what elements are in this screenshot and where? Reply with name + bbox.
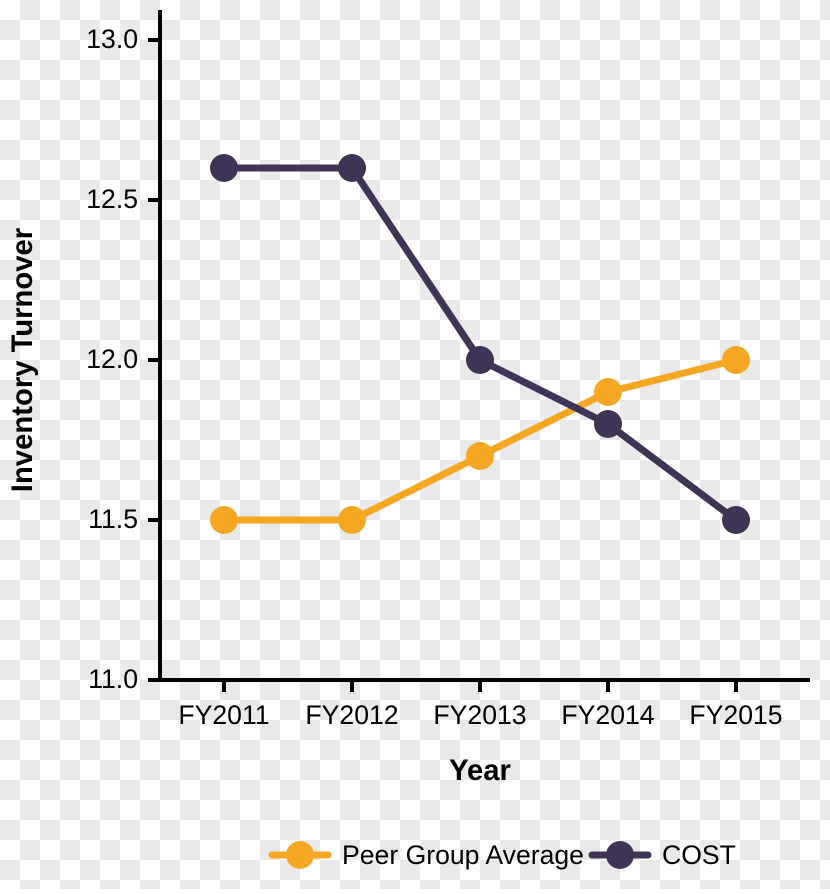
chart-svg: 11.0 11.5 12.0 12.5 13.0 FY2011 FY2012 FY2013 FY… [0, 0, 830, 889]
legend-marker-peer [286, 841, 314, 869]
y-tick-label: 12.5 [86, 184, 138, 214]
series-line-peer [224, 360, 736, 520]
x-tick-label: FY2014 [561, 700, 654, 730]
series-marker-cost [722, 506, 750, 534]
legend-marker-cost [606, 841, 634, 869]
x-tick-label: FY2012 [305, 700, 398, 730]
series-marker-cost [338, 154, 366, 182]
y-tick-label: 12.0 [86, 344, 138, 374]
y-tick-label: 13.0 [86, 24, 138, 54]
y-tick-label: 11.0 [88, 664, 138, 694]
x-tick-label: FY2015 [689, 700, 782, 730]
x-axis-title: Year [449, 755, 511, 787]
series-marker-peer [466, 442, 494, 470]
series-marker-peer [594, 378, 622, 406]
series-marker-cost [466, 346, 494, 374]
y-axis-title: Inventory Turnover [7, 228, 39, 492]
series-marker-peer [210, 506, 238, 534]
legend-label-peer: Peer Group Average [342, 840, 584, 870]
inventory-turnover-chart: 11.0 11.5 12.0 12.5 13.0 FY2011 FY2012 FY2013 FY… [0, 0, 830, 889]
x-tick-label: FY2011 [178, 700, 269, 730]
y-tick-label: 11.5 [88, 504, 138, 534]
series-marker-cost [210, 154, 238, 182]
x-tick-label: FY2013 [433, 700, 526, 730]
legend-label-cost: COST [662, 840, 736, 870]
series-marker-cost [594, 410, 622, 438]
series-marker-peer [722, 346, 750, 374]
series-marker-peer [338, 506, 366, 534]
